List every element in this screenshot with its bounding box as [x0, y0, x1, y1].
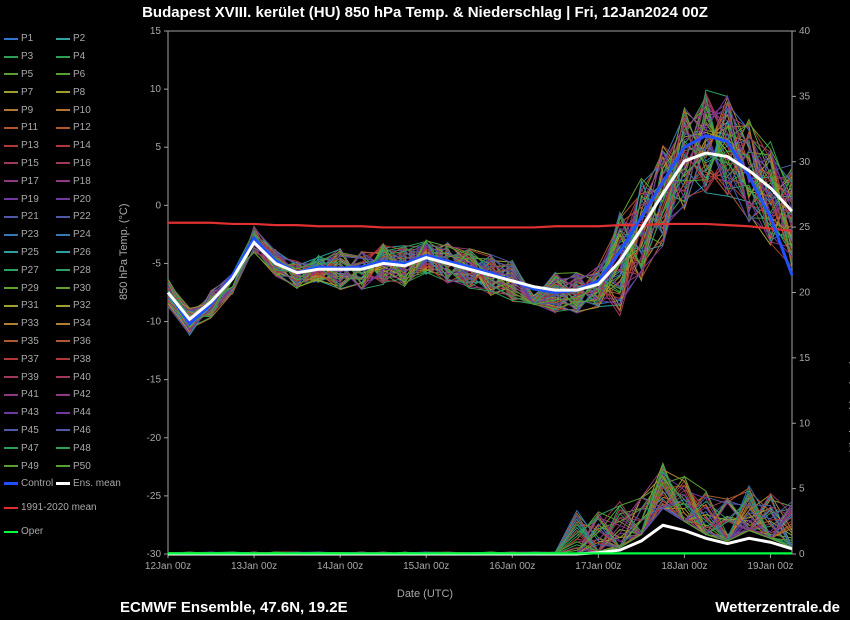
svg-text:0: 0: [155, 200, 161, 211]
legend-item-P30: P30: [56, 279, 108, 297]
legend-item-P44: P44: [56, 404, 108, 422]
legend-item-P48: P48: [56, 439, 108, 457]
svg-text:10: 10: [150, 84, 162, 95]
svg-text:19Jan 00z: 19Jan 00z: [747, 561, 793, 572]
svg-text:15: 15: [799, 353, 811, 364]
svg-text:5: 5: [799, 484, 805, 495]
svg-text:12Jan 00z: 12Jan 00z: [145, 561, 191, 572]
legend-item-P3: P3: [4, 48, 56, 66]
legend-item-P13: P13: [4, 137, 56, 155]
legend-item-P38: P38: [56, 350, 108, 368]
legend-item-P27: P27: [4, 261, 56, 279]
svg-text:0: 0: [799, 549, 805, 560]
legend-item-P18: P18: [56, 172, 108, 190]
footer-left: ECMWF Ensemble, 47.6N, 19.2E: [120, 599, 348, 616]
legend-item-P33: P33: [4, 315, 56, 333]
legend-item-P29: P29: [4, 279, 56, 297]
legend-item-P28: P28: [56, 261, 108, 279]
legend-item-P1: P1: [4, 30, 56, 48]
svg-text:35: 35: [799, 91, 811, 102]
svg-text:25: 25: [799, 222, 811, 233]
legend-item-P26: P26: [56, 244, 108, 262]
svg-text:40: 40: [799, 26, 811, 37]
svg-text:30: 30: [799, 157, 811, 168]
legend-item-P25: P25: [4, 244, 56, 262]
svg-text:-25: -25: [147, 491, 162, 502]
legend-item-P46: P46: [56, 422, 108, 440]
legend-item-P41: P41: [4, 386, 56, 404]
svg-text:17Jan 00z: 17Jan 00z: [575, 561, 621, 572]
svg-text:-5: -5: [152, 258, 161, 269]
svg-text:16Jan 00z: 16Jan 00z: [489, 561, 535, 572]
legend-item-P17: P17: [4, 172, 56, 190]
legend-item-P34: P34: [56, 315, 108, 333]
svg-text:15: 15: [150, 26, 162, 37]
svg-text:14Jan 00z: 14Jan 00z: [317, 561, 363, 572]
legend-item-P6: P6: [56, 66, 108, 84]
legend-item-ensmean: Ens. mean: [56, 475, 108, 493]
legend-item-P50: P50: [56, 457, 108, 475]
legend-item-P21: P21: [4, 208, 56, 226]
legend-item-P16: P16: [56, 155, 108, 173]
legend-item-P31: P31: [4, 297, 56, 315]
legend-item-P22: P22: [56, 208, 108, 226]
legend-item-climatology: 1991-2020 mean: [4, 499, 110, 517]
svg-text:-10: -10: [147, 317, 162, 328]
y-axis-left-label: 850 hPa Temp. (°C): [118, 203, 130, 300]
legend-item-P7: P7: [4, 83, 56, 101]
svg-text:13Jan 00z: 13Jan 00z: [231, 561, 277, 572]
svg-text:5: 5: [155, 142, 161, 153]
legend-item-P10: P10: [56, 101, 108, 119]
legend-item-P24: P24: [56, 226, 108, 244]
legend-item-P32: P32: [56, 297, 108, 315]
svg-text:15Jan 00z: 15Jan 00z: [403, 561, 449, 572]
footer-right: Wetterzentrale.de: [715, 599, 840, 616]
svg-text:10: 10: [799, 418, 811, 429]
svg-text:18Jan 00z: 18Jan 00z: [661, 561, 707, 572]
legend-item-P23: P23: [4, 226, 56, 244]
legend-item-P15: P15: [4, 155, 56, 173]
legend-item-control: Control: [4, 475, 56, 493]
legend-item-P40: P40: [56, 368, 108, 386]
legend-item-P37: P37: [4, 350, 56, 368]
legend-item-P9: P9: [4, 101, 56, 119]
svg-text:-30: -30: [147, 549, 162, 560]
legend-item-P19: P19: [4, 190, 56, 208]
legend-item-P42: P42: [56, 386, 108, 404]
legend-item-P4: P4: [56, 48, 108, 66]
legend-item-oper: Oper: [4, 523, 110, 541]
legend-item-P5: P5: [4, 66, 56, 84]
legend-item-P45: P45: [4, 422, 56, 440]
legend-item-P35: P35: [4, 333, 56, 351]
legend-item-P20: P20: [56, 190, 108, 208]
svg-text:20: 20: [799, 288, 811, 299]
legend-item-P14: P14: [56, 137, 108, 155]
svg-text:-20: -20: [147, 433, 162, 444]
legend-item-P8: P8: [56, 83, 108, 101]
legend-item-P43: P43: [4, 404, 56, 422]
x-axis-label: Date (UTC): [0, 588, 850, 600]
legend-item-P11: P11: [4, 119, 56, 137]
legend-item-P2: P2: [56, 30, 108, 48]
ensemble-chart: -30 -25 -20 -15 -10 -5 0 5 10 15 0 5 10 15 20 25 30 35 40 1…: [140, 25, 820, 580]
legend-item-P36: P36: [56, 333, 108, 351]
chart-title: Budapest XVIII. kerület (HU) 850 hPa Tem…: [0, 4, 850, 21]
legend: P1P3P5P7P9P11P13P15P17P19P21P23P25P27P29…: [4, 30, 114, 541]
legend-item-P49: P49: [4, 457, 56, 475]
legend-item-P39: P39: [4, 368, 56, 386]
legend-item-P47: P47: [4, 439, 56, 457]
svg-text:-15: -15: [147, 375, 162, 386]
legend-item-P12: P12: [56, 119, 108, 137]
